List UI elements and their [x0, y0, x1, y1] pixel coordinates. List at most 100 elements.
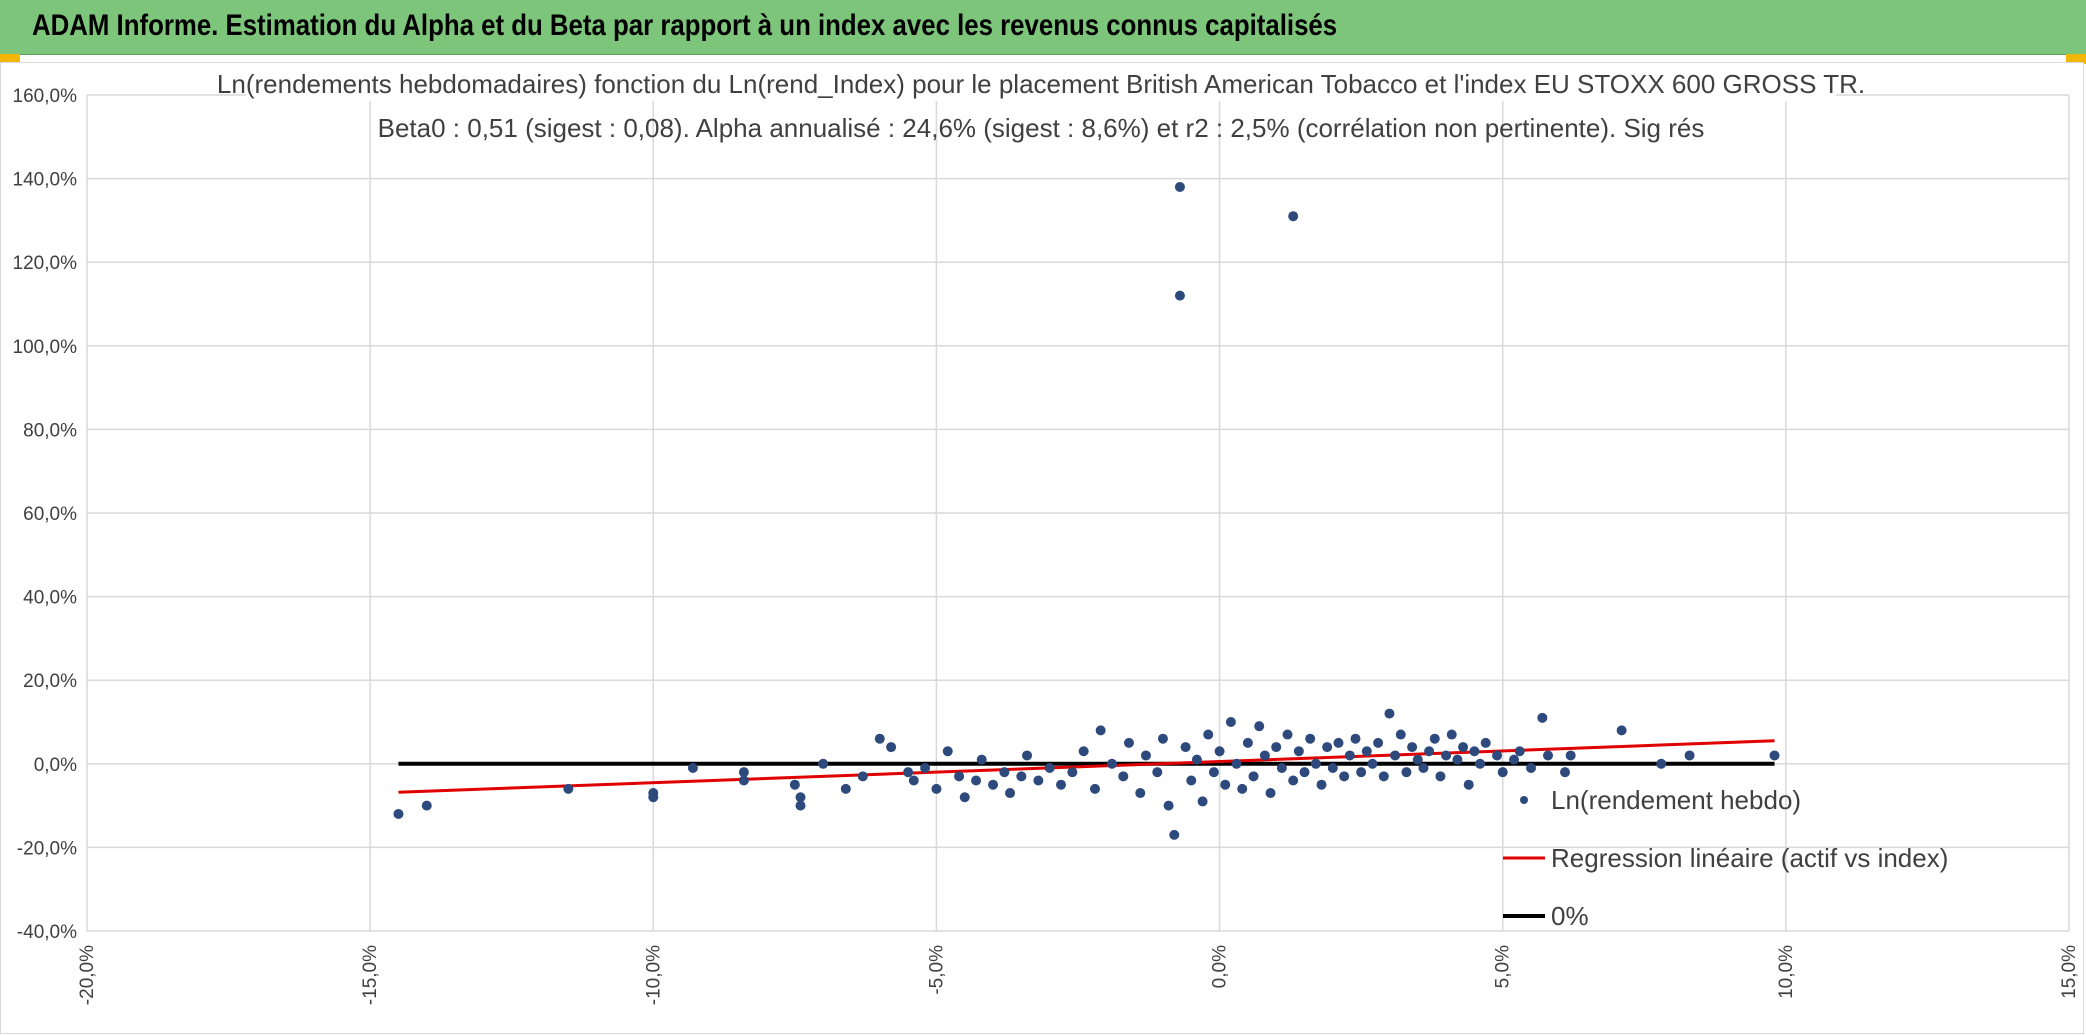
scatter-chart: Ln(rendements hebdomadaires) fonction du…: [13, 67, 2080, 1005]
data-point: [971, 775, 982, 786]
data-point: [1259, 750, 1270, 761]
data-point: [840, 783, 851, 794]
x-tick-label: -10,0%: [643, 945, 664, 1005]
data-point: [1412, 754, 1423, 765]
chart-subtitle: Beta0 : 0,51 (sigest : 0,08). Alpha annu…: [378, 113, 1705, 143]
data-point: [1237, 783, 1248, 794]
data-point: [1350, 733, 1361, 744]
axis-labels: 160,0% 140,0% 120,0% 100,0% 80,0% 60,0% 40,0% 2…: [13, 86, 2080, 1005]
chart-title: Ln(rendements hebdomadaires) fonction du…: [217, 69, 1865, 99]
data-point: [1135, 788, 1146, 799]
data-point: [738, 775, 749, 786]
data-point: [1418, 762, 1429, 773]
data-point: [886, 742, 897, 753]
data-point: [1033, 775, 1044, 786]
data-point: [1242, 737, 1253, 748]
y-tick-label: 100,0%: [13, 337, 78, 358]
data-point: [954, 771, 965, 782]
data-point: [1208, 767, 1219, 778]
data-point: [1373, 737, 1384, 748]
data-point: [988, 779, 999, 790]
data-point: [903, 767, 914, 778]
data-point: [1214, 746, 1225, 757]
legend-label-points: Ln(rendement hebdo): [1551, 785, 1801, 815]
y-tick-label: 120,0%: [13, 253, 78, 274]
data-point: [1492, 750, 1503, 761]
y-tick-label: 60,0%: [23, 504, 77, 525]
data-point: [1191, 754, 1202, 765]
chart-frame: Ln(rendements hebdomadaires) fonction du…: [0, 62, 2084, 1034]
data-point: [1180, 742, 1191, 753]
x-tick-label: 15,0%: [2059, 945, 2080, 999]
data-point: [1089, 783, 1100, 794]
data-point: [1656, 758, 1667, 769]
data-point: [1367, 758, 1378, 769]
data-point: [920, 762, 931, 773]
y-tick-label: 160,0%: [13, 86, 78, 107]
data-point: [1293, 746, 1304, 757]
data-point: [1095, 725, 1106, 736]
data-point: [1344, 750, 1355, 761]
data-point: [789, 779, 800, 790]
data-point: [1684, 750, 1695, 761]
data-point: [421, 800, 432, 811]
data-point: [1225, 717, 1236, 727]
data-point: [1526, 762, 1537, 773]
data-point: [1220, 779, 1231, 790]
y-tick-label: -40,0%: [17, 922, 77, 943]
data-point: [1288, 211, 1299, 222]
data-point: [1390, 750, 1401, 761]
data-point: [1497, 767, 1508, 778]
data-point: [795, 800, 806, 811]
data-point: [393, 808, 404, 819]
series: [393, 181, 1780, 840]
data-point: [1005, 788, 1016, 799]
data-point: [1327, 762, 1338, 773]
data-point: [1361, 746, 1372, 757]
data-point: [1157, 733, 1168, 744]
data-point: [931, 783, 942, 794]
data-point: [1769, 750, 1780, 761]
y-tick-label: 20,0%: [23, 671, 77, 692]
data-point: [1316, 779, 1327, 790]
x-tick-label: 5,0%: [1493, 945, 1514, 988]
data-point: [818, 758, 829, 769]
data-point: [1299, 767, 1310, 778]
data-point: [1514, 746, 1525, 757]
data-point: [1016, 771, 1027, 782]
data-point: [1560, 767, 1571, 778]
data-point: [1186, 775, 1197, 786]
data-point: [1384, 708, 1395, 719]
x-tick-label: 10,0%: [1776, 945, 1797, 999]
data-point: [959, 792, 970, 803]
data-point: [1446, 729, 1457, 740]
report-title: ADAM Informe. Estimation du Alpha et du …: [32, 9, 1338, 42]
data-point: [1475, 758, 1486, 769]
data-point: [976, 754, 987, 765]
data-point: [1254, 721, 1265, 732]
data-point: [795, 792, 806, 803]
x-tick-label: -20,0%: [77, 945, 98, 1005]
legend-label-zero: 0%: [1551, 901, 1589, 931]
data-point: [1140, 750, 1151, 761]
data-point: [648, 792, 659, 803]
data-point: [1333, 737, 1344, 748]
data-point: [1231, 758, 1242, 769]
data-point: [1197, 796, 1208, 807]
data-point: [1044, 762, 1055, 773]
data-point: [1056, 779, 1067, 790]
data-point: [1163, 800, 1174, 811]
data-point: [1395, 729, 1406, 740]
data-point: [908, 775, 919, 786]
data-point: [1271, 742, 1282, 753]
data-point: [1288, 775, 1299, 786]
header-banner: ADAM Informe. Estimation du Alpha et du …: [0, 0, 2086, 55]
data-point: [1174, 181, 1185, 192]
data-point: [1169, 829, 1180, 840]
data-point: [1509, 754, 1520, 765]
data-point: [1463, 779, 1474, 790]
data-point: [1174, 290, 1185, 301]
grid: [86, 94, 2070, 932]
data-point: [1265, 788, 1276, 799]
chart-title-block: Ln(rendements hebdomadaires) fonction du…: [217, 67, 1865, 143]
